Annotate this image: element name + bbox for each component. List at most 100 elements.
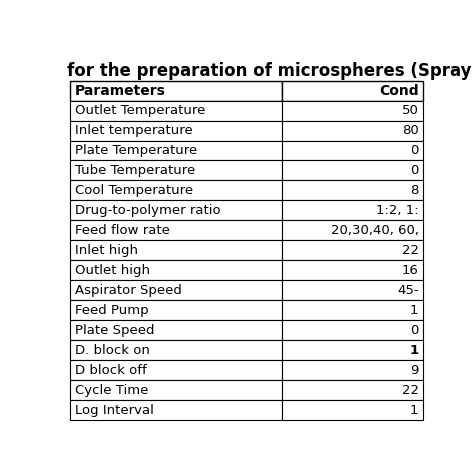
Text: Feed Pump: Feed Pump xyxy=(75,304,148,317)
Text: Cool Temperature: Cool Temperature xyxy=(75,184,193,197)
Bar xyxy=(70,320,282,340)
Bar xyxy=(282,360,423,380)
Bar xyxy=(282,181,423,201)
Bar xyxy=(282,340,423,360)
Bar xyxy=(282,260,423,280)
Bar xyxy=(70,300,282,320)
Bar xyxy=(282,100,423,120)
Bar xyxy=(70,201,282,220)
Text: 22: 22 xyxy=(401,244,419,257)
Bar xyxy=(282,201,423,220)
Bar xyxy=(282,100,423,120)
Text: 0: 0 xyxy=(410,324,419,337)
Text: D block off: D block off xyxy=(75,364,146,377)
Bar xyxy=(70,161,282,181)
Text: 22: 22 xyxy=(401,383,419,397)
Bar xyxy=(70,181,282,201)
Text: 20,30,40, 60,: 20,30,40, 60, xyxy=(330,224,419,237)
Bar xyxy=(282,220,423,240)
Text: Cycle Time: Cycle Time xyxy=(75,383,148,397)
Bar xyxy=(282,81,423,100)
Text: Tube Temperature: Tube Temperature xyxy=(75,164,195,177)
Bar xyxy=(70,220,282,240)
Text: 9: 9 xyxy=(410,364,419,377)
Text: 0: 0 xyxy=(410,164,419,177)
Text: Aspirator Speed: Aspirator Speed xyxy=(75,284,182,297)
Bar xyxy=(70,320,282,340)
Bar xyxy=(70,181,282,201)
Bar xyxy=(70,201,282,220)
Text: Log Interval: Log Interval xyxy=(75,403,154,417)
Bar xyxy=(70,360,282,380)
Text: for the preparation of microspheres (Spray dryer p: for the preparation of microspheres (Spr… xyxy=(66,63,474,81)
Bar xyxy=(282,320,423,340)
Bar xyxy=(70,380,282,400)
Bar xyxy=(282,400,423,420)
Bar xyxy=(282,120,423,140)
Bar xyxy=(70,260,282,280)
Bar xyxy=(70,280,282,300)
Bar xyxy=(70,380,282,400)
Bar xyxy=(70,400,282,420)
Text: Cond: Cond xyxy=(379,83,419,98)
Text: 0: 0 xyxy=(410,144,419,157)
Bar xyxy=(70,140,282,161)
Bar xyxy=(282,140,423,161)
Bar xyxy=(70,140,282,161)
Bar xyxy=(70,240,282,260)
Text: 50: 50 xyxy=(401,104,419,117)
Text: 1: 1 xyxy=(410,344,419,356)
Bar xyxy=(282,240,423,260)
Bar xyxy=(70,260,282,280)
Bar xyxy=(70,360,282,380)
Bar xyxy=(70,240,282,260)
Bar xyxy=(70,400,282,420)
Bar xyxy=(70,340,282,360)
Bar xyxy=(70,280,282,300)
Bar xyxy=(282,360,423,380)
Text: D. block on: D. block on xyxy=(75,344,150,356)
Bar xyxy=(70,120,282,140)
Text: Feed flow rate: Feed flow rate xyxy=(75,224,170,237)
Bar xyxy=(70,81,282,100)
Bar xyxy=(282,181,423,201)
Text: 1: 1 xyxy=(410,304,419,317)
Text: 8: 8 xyxy=(410,184,419,197)
Text: Inlet high: Inlet high xyxy=(75,244,137,257)
Bar xyxy=(282,120,423,140)
Bar xyxy=(282,320,423,340)
Text: 45-: 45- xyxy=(397,284,419,297)
Text: Outlet Temperature: Outlet Temperature xyxy=(75,104,205,117)
Text: 1:2, 1:: 1:2, 1: xyxy=(376,204,419,217)
Bar xyxy=(282,300,423,320)
Bar xyxy=(282,161,423,181)
Bar xyxy=(282,161,423,181)
Bar xyxy=(70,300,282,320)
Text: Drug-to-polymer ratio: Drug-to-polymer ratio xyxy=(75,204,220,217)
Bar xyxy=(282,400,423,420)
Bar xyxy=(70,161,282,181)
Bar xyxy=(282,380,423,400)
Bar xyxy=(282,380,423,400)
Text: 1: 1 xyxy=(410,403,419,417)
Text: 80: 80 xyxy=(402,124,419,137)
Bar xyxy=(282,81,423,100)
Bar xyxy=(282,220,423,240)
Bar xyxy=(282,300,423,320)
Bar xyxy=(282,140,423,161)
Text: Inlet temperature: Inlet temperature xyxy=(75,124,192,137)
Text: Plate Temperature: Plate Temperature xyxy=(75,144,197,157)
Text: 16: 16 xyxy=(401,264,419,277)
Bar xyxy=(70,100,282,120)
Bar xyxy=(70,340,282,360)
Text: Plate Speed: Plate Speed xyxy=(75,324,154,337)
Bar xyxy=(70,100,282,120)
Bar xyxy=(70,81,282,100)
Bar xyxy=(282,240,423,260)
Text: Outlet high: Outlet high xyxy=(75,264,150,277)
Bar xyxy=(282,280,423,300)
Bar xyxy=(70,220,282,240)
Bar xyxy=(282,260,423,280)
Bar xyxy=(282,340,423,360)
Bar xyxy=(282,201,423,220)
